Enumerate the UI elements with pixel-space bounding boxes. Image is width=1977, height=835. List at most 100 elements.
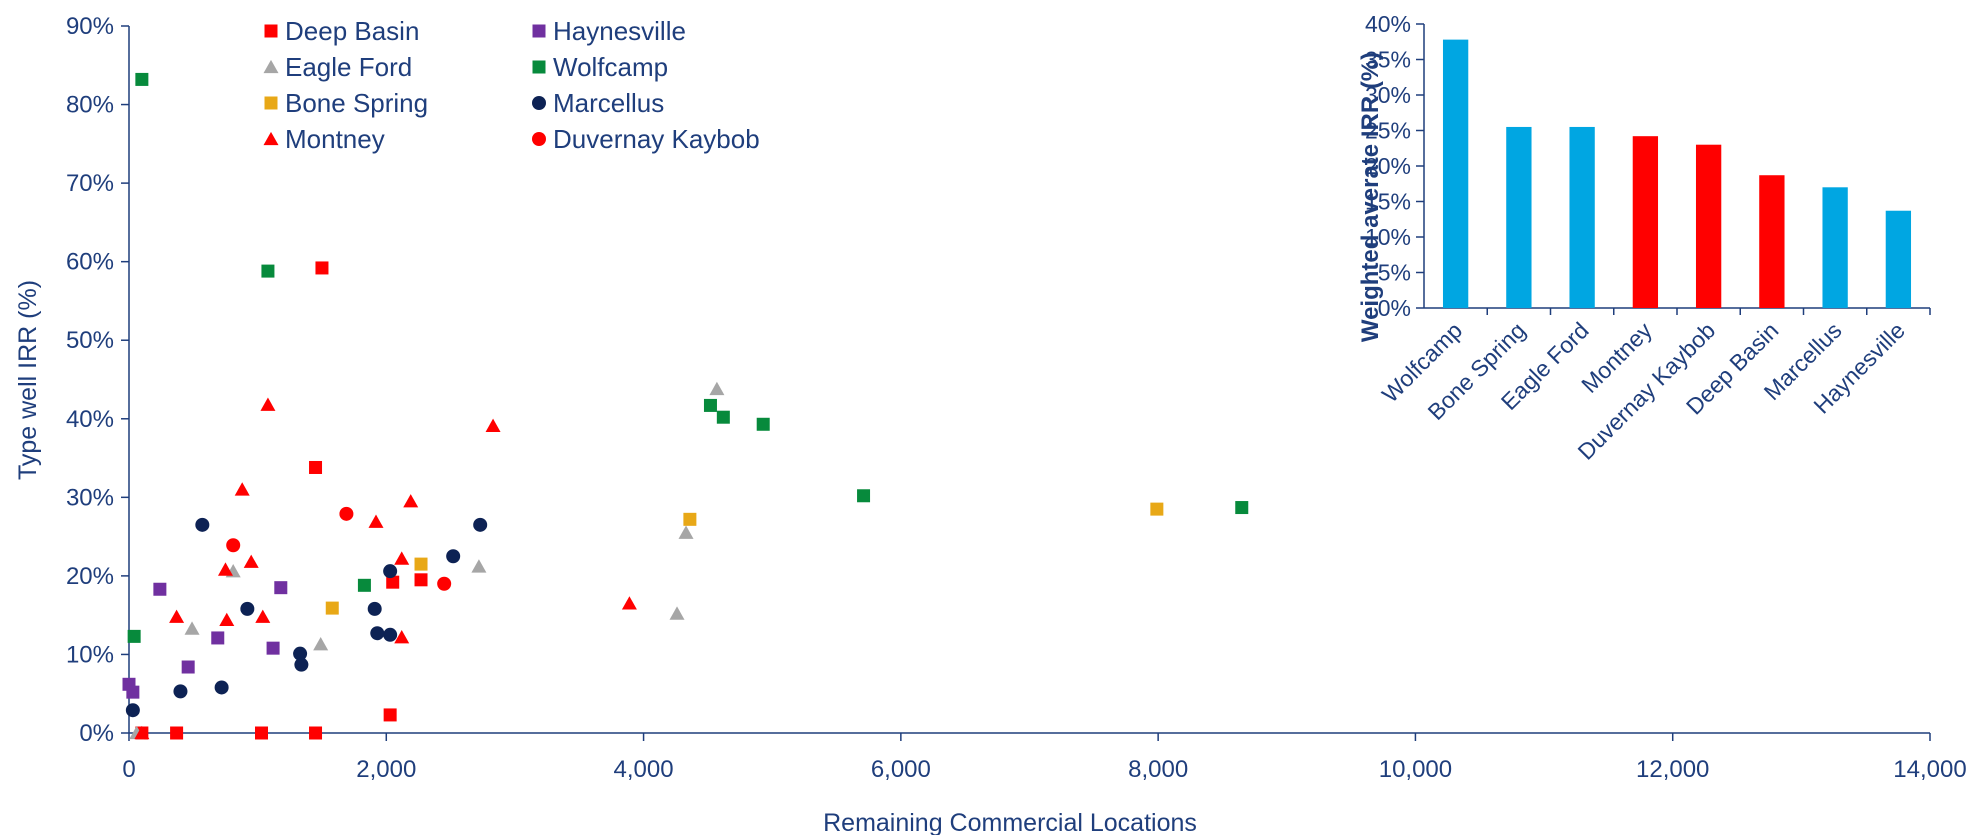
point-montney xyxy=(368,515,383,528)
point-marcellus xyxy=(240,602,254,616)
legend-label-bone-spring: Bone Spring xyxy=(285,88,428,118)
point-eagle-ford xyxy=(313,637,328,650)
point-wolfcamp xyxy=(704,399,717,412)
scatter-x-tick-label: 12,000 xyxy=(1636,756,1709,783)
bar-duvernay-kaybob xyxy=(1696,145,1721,308)
legend-label-haynesville: Haynesville xyxy=(553,16,686,46)
point-deep-basin xyxy=(309,461,322,474)
scatter-x-tick-label: 8,000 xyxy=(1128,756,1188,783)
legend-marker-wolfcamp xyxy=(533,61,546,74)
point-haynesville xyxy=(274,581,287,594)
scatter-y-tick-label: 20% xyxy=(66,563,114,590)
point-marcellus xyxy=(173,684,187,698)
point-montney xyxy=(394,551,409,564)
point-montney xyxy=(219,613,234,626)
point-bone-spring xyxy=(683,513,696,526)
point-wolfcamp xyxy=(717,411,730,424)
legend-marker-deep-basin xyxy=(265,25,278,38)
point-bone-spring xyxy=(326,602,339,615)
point-duvernay-kaybob xyxy=(339,507,353,521)
scatter-y-tick-label: 70% xyxy=(66,170,114,197)
scatter-x-tick-label: 14,000 xyxy=(1893,756,1966,783)
point-montney xyxy=(260,397,275,410)
scatter-x-tick-label: 2,000 xyxy=(356,756,416,783)
point-bone-spring xyxy=(1150,503,1163,516)
point-deep-basin xyxy=(415,573,428,586)
scatter-legend: Deep BasinEagle FordBone SpringMontneyHa… xyxy=(264,16,760,154)
scatter-y-tick-label: 40% xyxy=(66,406,114,433)
point-wolfcamp xyxy=(128,630,141,643)
bar-montney xyxy=(1633,136,1658,308)
legend-label-duvernay-kaybob: Duvernay Kaybob xyxy=(553,124,760,154)
legend-marker-haynesville xyxy=(533,25,546,38)
scatter-y-tick-label: 30% xyxy=(66,484,114,511)
point-marcellus xyxy=(383,628,397,642)
point-montney xyxy=(244,555,259,568)
point-eagle-ford xyxy=(471,559,486,572)
point-montney xyxy=(169,610,184,623)
point-marcellus xyxy=(126,703,140,717)
bar-eagle-ford xyxy=(1569,127,1594,308)
point-montney xyxy=(403,494,418,507)
scatter-x-tick-label: 4,000 xyxy=(614,756,674,783)
point-marcellus xyxy=(195,518,209,532)
point-marcellus xyxy=(370,626,384,640)
point-montney xyxy=(486,419,501,432)
point-marcellus xyxy=(446,549,460,563)
scatter-y-tick-label: 90% xyxy=(66,13,114,40)
legend-label-wolfcamp: Wolfcamp xyxy=(553,52,668,82)
point-deep-basin xyxy=(384,708,397,721)
point-wolfcamp xyxy=(135,73,148,86)
scatter-x-tick-label: 10,000 xyxy=(1379,756,1452,783)
point-montney xyxy=(255,610,270,623)
point-eagle-ford xyxy=(670,606,685,619)
legend-marker-eagle-ford xyxy=(264,60,279,73)
point-haynesville xyxy=(211,631,224,644)
scatter-y-axis-title: Type well IRR (%) xyxy=(14,280,42,480)
scatter-y-tick-label: 80% xyxy=(66,92,114,119)
point-eagle-ford xyxy=(185,621,200,634)
legend-marker-montney xyxy=(264,132,279,145)
point-wolfcamp xyxy=(1235,501,1248,514)
point-marcellus xyxy=(215,680,229,694)
point-deep-basin xyxy=(315,261,328,274)
point-montney xyxy=(235,482,250,495)
legend-marker-duvernay-kaybob xyxy=(532,132,546,146)
point-marcellus xyxy=(383,564,397,578)
bar-bone-spring xyxy=(1506,127,1531,308)
point-haynesville xyxy=(267,642,280,655)
bar-deep-basin xyxy=(1759,175,1784,308)
scatter-x-tick-label: 0 xyxy=(122,756,135,783)
point-wolfcamp xyxy=(857,489,870,502)
point-haynesville xyxy=(126,686,139,699)
scatter-y-tick-label: 60% xyxy=(66,249,114,276)
legend-marker-marcellus xyxy=(532,96,546,110)
point-marcellus xyxy=(294,658,308,672)
point-haynesville xyxy=(182,661,195,674)
point-deep-basin xyxy=(255,727,268,740)
legend-marker-bone-spring xyxy=(265,97,278,110)
bar-haynesville xyxy=(1886,211,1911,308)
point-wolfcamp xyxy=(358,579,371,592)
point-eagle-ford xyxy=(709,382,724,395)
scatter-x-tick-label: 6,000 xyxy=(871,756,931,783)
scatter-x-axis-title: Remaining Commercial Locations xyxy=(823,809,1197,835)
point-wolfcamp xyxy=(757,418,770,431)
point-montney xyxy=(622,596,637,609)
scatter-y-tick-label: 10% xyxy=(66,641,114,668)
point-deep-basin xyxy=(309,727,322,740)
scatter-points xyxy=(123,73,1249,740)
point-eagle-ford xyxy=(679,526,694,539)
point-deep-basin xyxy=(170,727,183,740)
scatter-y-tick-label: 0% xyxy=(79,720,114,747)
inset-y-tick-label: 40% xyxy=(1365,11,1411,37)
point-duvernay-kaybob xyxy=(226,538,240,552)
inset-y-axis-title: Weighted averate IRR (%) xyxy=(1357,52,1384,342)
point-marcellus xyxy=(473,518,487,532)
legend-label-marcellus: Marcellus xyxy=(553,88,664,118)
legend-label-montney: Montney xyxy=(285,124,385,154)
scatter-y-tick-label: 50% xyxy=(66,327,114,354)
bar-marcellus xyxy=(1822,187,1847,308)
